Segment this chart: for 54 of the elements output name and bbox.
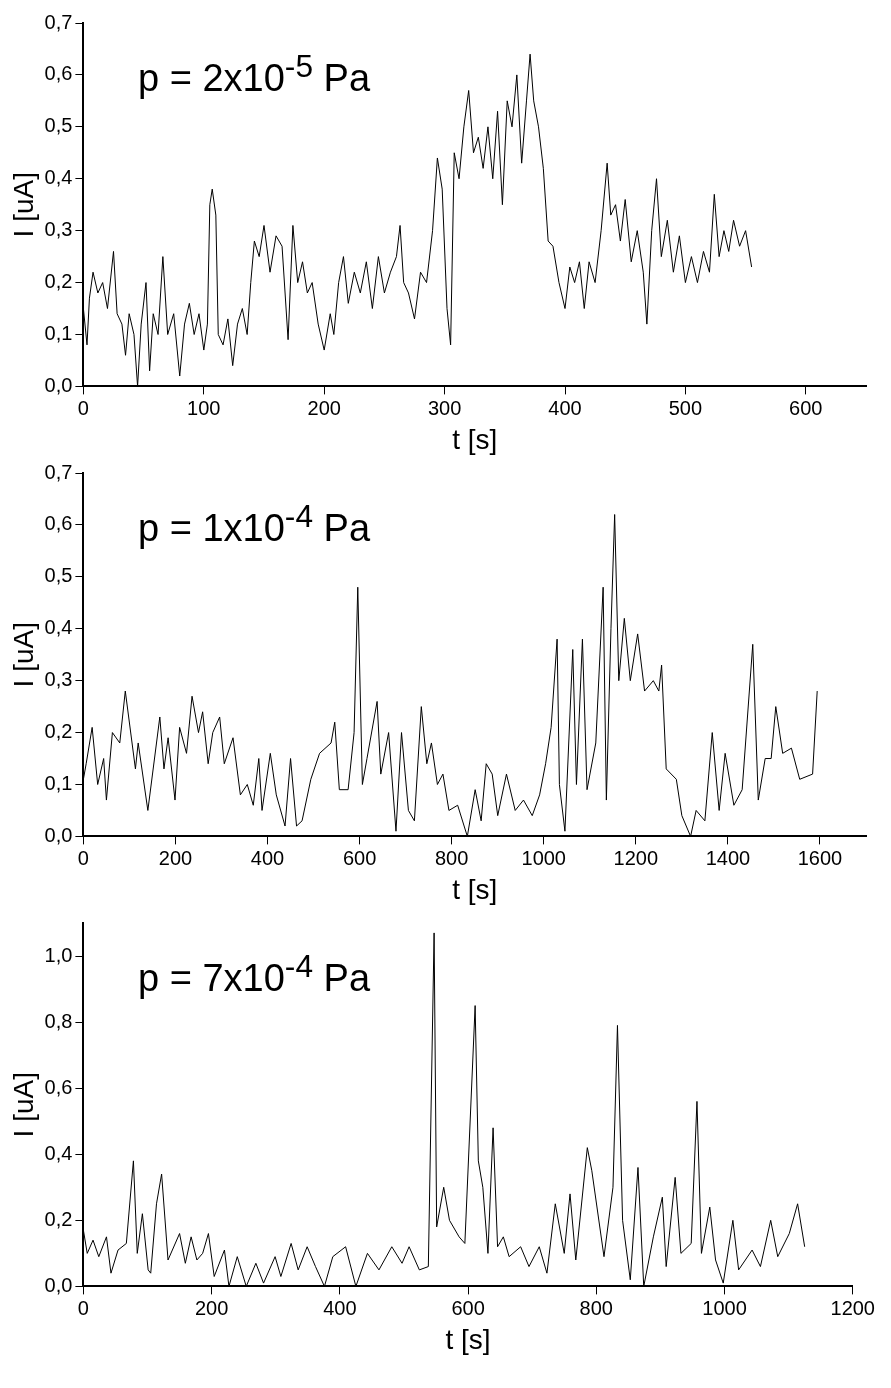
x-axis-title: t [s] [452,873,498,905]
x-tick-label: 1600 [797,846,843,869]
y-tick-label: 0,2 [44,270,73,293]
x-axis-title: t [s] [445,1323,491,1355]
y-axis-title: I [uA] [7,622,39,688]
y-tick-label: 0,0 [44,373,73,396]
x-tick-label: 1200 [613,846,659,869]
annotation: p = 2x10$^{-5}$ Pa [138,48,371,100]
x-tick-label: 1200 [830,1296,875,1319]
x-tick-label: 100 [187,396,221,419]
y-tick-label: 0,0 [44,823,73,846]
x-tick-label: 600 [789,396,823,419]
y-tick-label: 0,2 [44,720,73,743]
y-axis-title: I [uA] [7,172,39,238]
y-axis-title: I [uA] [7,1072,39,1138]
x-tick-label: 300 [427,396,462,419]
y-tick-label: 0,7 [44,10,73,33]
y-tick-label: 0,7 [44,460,73,483]
y-tick-label: 0,4 [44,1141,73,1164]
y-tick-label: 0,4 [44,616,73,639]
x-tick-label: 500 [668,396,703,419]
x-tick-label: 1000 [521,846,566,869]
x-tick-label: 400 [250,846,285,869]
x-tick-label: 600 [342,846,377,869]
annotation: p = 1x10$^{-4}$ Pa [138,498,371,550]
x-tick-label: 800 [435,846,469,869]
x-tick-label: 200 [194,1296,229,1319]
y-tick-label: 0,6 [44,62,73,85]
x-tick-label: 200 [307,396,341,419]
x-tick-label: 0 [77,1296,89,1319]
x-tick-label: 200 [158,846,193,869]
y-tick-label: 0,5 [44,114,73,137]
y-tick-label: 0,4 [44,166,73,189]
x-axis-title: t [s] [452,423,498,455]
x-tick-label: 600 [451,1296,485,1319]
x-tick-label: 400 [323,1296,357,1319]
y-tick-label: 0,3 [44,668,73,691]
x-tick-label: 1000 [702,1296,747,1319]
x-tick-label: 1400 [705,846,751,869]
y-tick-label: 0,6 [44,1075,73,1098]
x-tick-label: 800 [579,1296,613,1319]
y-tick-label: 0,8 [44,1009,73,1032]
y-tick-label: 1,0 [44,943,73,966]
y-tick-label: 0,2 [44,1207,73,1230]
y-tick-label: 0,1 [44,772,73,794]
x-tick-label: 400 [548,396,582,419]
annotation: p = 7x10$^{-4}$ Pa [138,948,371,1000]
y-tick-label: 0,1 [44,322,73,344]
x-tick-label: 0 [77,846,89,869]
y-tick-label: 0,5 [44,564,73,587]
x-tick-label: 0 [77,396,89,419]
y-tick-label: 0,0 [44,1273,73,1296]
y-tick-label: 0,3 [44,218,73,241]
y-tick-label: 0,6 [44,512,73,535]
